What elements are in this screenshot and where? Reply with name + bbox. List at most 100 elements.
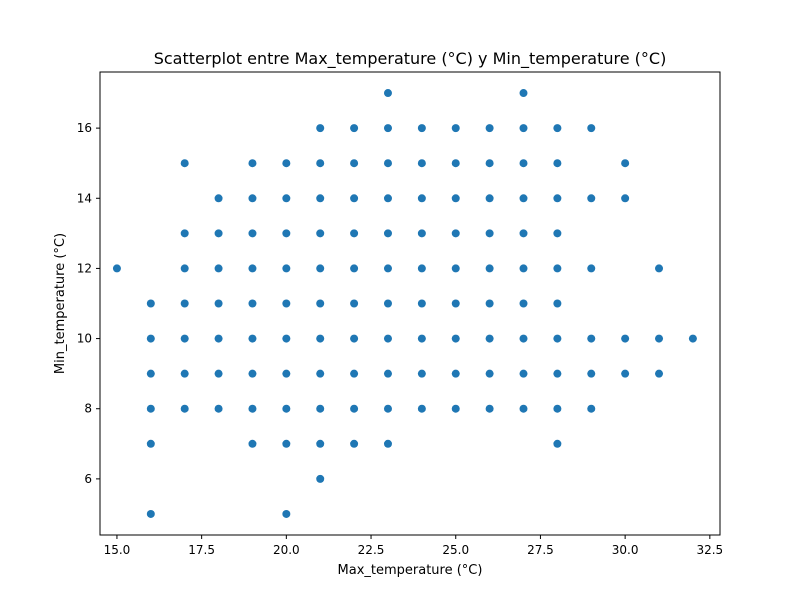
scatter-point xyxy=(248,159,257,168)
scatter-point xyxy=(519,299,528,308)
scatter-point xyxy=(383,89,392,98)
scatter-point xyxy=(451,194,460,203)
scatter-point xyxy=(383,194,392,203)
scatter-point xyxy=(417,369,426,378)
scatter-point xyxy=(316,369,325,378)
scatter-point xyxy=(383,229,392,238)
scatter-point xyxy=(655,334,664,343)
scatter-point xyxy=(553,159,562,168)
scatter-point xyxy=(519,194,528,203)
scatter-point xyxy=(519,124,528,133)
y-tick-label: 12 xyxy=(77,261,92,275)
scatter-point xyxy=(451,229,460,238)
x-tick-label: 15.0 xyxy=(104,543,131,557)
y-tick-label: 8 xyxy=(84,402,92,416)
scatter-point xyxy=(485,334,494,343)
scatter-point xyxy=(587,264,596,273)
scatter-point xyxy=(383,369,392,378)
scatter-point xyxy=(553,299,562,308)
scatter-point xyxy=(248,264,257,273)
x-tick-label: 20.0 xyxy=(273,543,300,557)
x-axis: 15.0 17.5 20.0 22.5 25.0 27.5 30.0 32.5 xyxy=(104,535,723,557)
scatter-point xyxy=(553,229,562,238)
scatter-point xyxy=(282,439,291,448)
scatter-point xyxy=(383,299,392,308)
scatter-point xyxy=(146,439,155,448)
scatter-point xyxy=(282,334,291,343)
scatter-point xyxy=(248,299,257,308)
scatter-point xyxy=(655,369,664,378)
scatter-point xyxy=(316,194,325,203)
scatter-point xyxy=(451,369,460,378)
scatter-point xyxy=(316,474,325,483)
scatter-point xyxy=(553,194,562,203)
scatter-point xyxy=(485,369,494,378)
x-tick-label: 22.5 xyxy=(358,543,385,557)
scatter-point xyxy=(587,194,596,203)
scatter-point xyxy=(214,229,223,238)
scatter-point xyxy=(587,334,596,343)
plot-frame xyxy=(99,71,721,536)
scatter-point xyxy=(214,334,223,343)
scatter-point xyxy=(417,159,426,168)
scatter-point xyxy=(417,264,426,273)
scatter-point xyxy=(282,299,291,308)
scatter-point xyxy=(350,264,359,273)
scatter-point xyxy=(417,299,426,308)
scatter-point xyxy=(180,404,189,413)
chart-title: Scatterplot entre Max_temperature (°C) y… xyxy=(154,49,667,69)
scatter-point xyxy=(214,194,223,203)
scatter-point xyxy=(282,404,291,413)
scatter-point xyxy=(451,334,460,343)
scatter-point xyxy=(553,264,562,273)
scatter-point xyxy=(451,124,460,133)
scatter-point xyxy=(417,194,426,203)
scatter-point xyxy=(180,334,189,343)
scatter-point xyxy=(587,369,596,378)
scatter-point xyxy=(146,369,155,378)
scatter-point xyxy=(587,404,596,413)
scatter-point xyxy=(350,124,359,133)
scatter-point xyxy=(214,404,223,413)
scatter-point xyxy=(214,299,223,308)
x-tick-label: 17.5 xyxy=(188,543,215,557)
scatter-point xyxy=(383,124,392,133)
scatter-point xyxy=(180,229,189,238)
scatter-point xyxy=(146,299,155,308)
scatter-point xyxy=(485,299,494,308)
scatter-point xyxy=(451,264,460,273)
scatter-point xyxy=(417,229,426,238)
scatter-point xyxy=(180,264,189,273)
scatter-point xyxy=(316,439,325,448)
scatter-point xyxy=(350,299,359,308)
scatter-point xyxy=(248,369,257,378)
scatter-point xyxy=(383,334,392,343)
scatter-point xyxy=(350,159,359,168)
scatter-point xyxy=(248,229,257,238)
scatter-point xyxy=(621,159,630,168)
scatter-point xyxy=(112,264,121,273)
scatter-point xyxy=(621,334,630,343)
scatter-point xyxy=(519,334,528,343)
scatter-point xyxy=(485,264,494,273)
scatter-point xyxy=(248,334,257,343)
y-tick-label: 16 xyxy=(77,121,92,135)
scatter-point xyxy=(485,229,494,238)
scatter-point xyxy=(316,229,325,238)
scatter-point xyxy=(553,439,562,448)
scatter-point xyxy=(519,229,528,238)
scatter-point xyxy=(519,89,528,98)
scatter-point xyxy=(383,264,392,273)
scatter-point xyxy=(485,124,494,133)
scatter-point xyxy=(214,264,223,273)
scatter-point xyxy=(350,369,359,378)
scatter-point xyxy=(180,299,189,308)
scatter-point xyxy=(316,404,325,413)
scatter-point xyxy=(553,124,562,133)
scatter-point xyxy=(350,439,359,448)
scatter-point xyxy=(417,404,426,413)
scatter-point xyxy=(519,159,528,168)
scatter-point xyxy=(587,124,596,133)
